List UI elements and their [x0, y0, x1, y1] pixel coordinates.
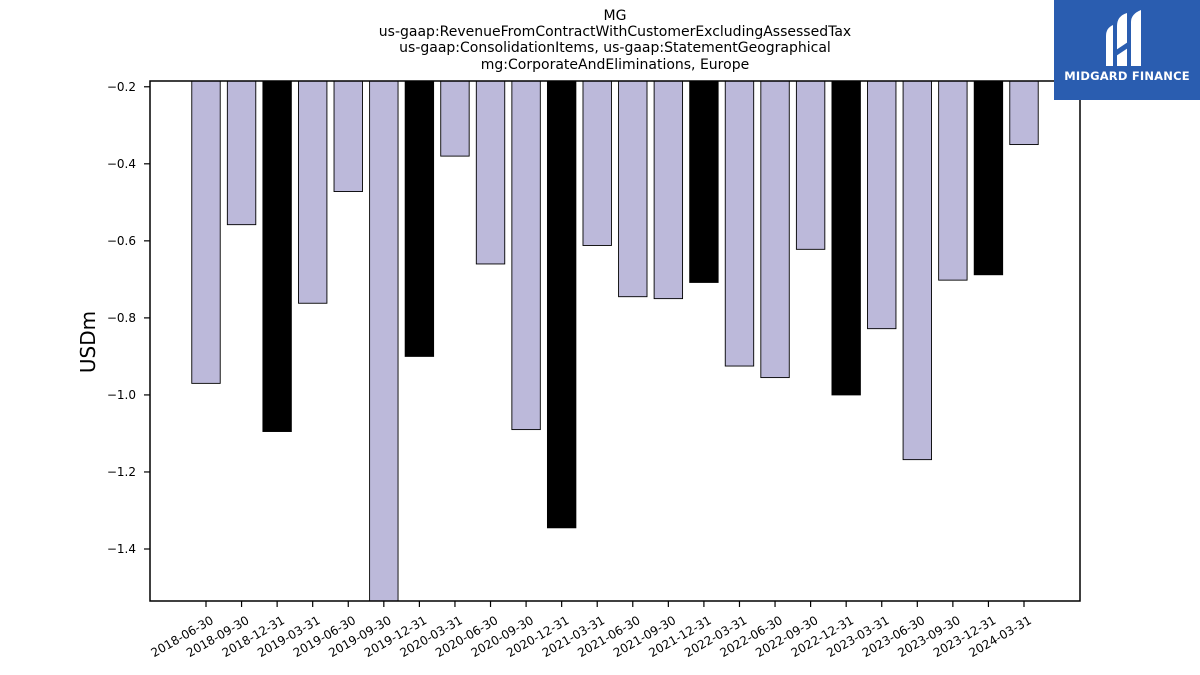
- bar-2020-03-31: [440, 80, 470, 157]
- bar-2019-09-30: [369, 80, 399, 602]
- bar-2023-09-30: [938, 80, 968, 281]
- logo-mark-icon: [1106, 10, 1141, 66]
- y-tick-label: −0.2: [107, 80, 136, 94]
- y-axis-label: USDm: [76, 311, 100, 373]
- bar-2019-03-31: [298, 80, 328, 304]
- bar-2022-03-31: [724, 80, 755, 367]
- logo-text: MIDGARD FINANCE: [1064, 69, 1190, 83]
- bar-2018-06-30: [191, 80, 221, 384]
- chart-title: MG us-gaap:RevenueFromContractWithCustom…: [379, 8, 851, 73]
- y-tick-label: −1.0: [107, 388, 136, 402]
- y-axis-ticks: −0.2 −0.4 −0.6 −0.8 −1.0 −1.2 −1.4: [107, 80, 150, 556]
- bar-2022-06-30: [760, 80, 790, 379]
- plot-frame: [149, 80, 1081, 602]
- bar-2020-09-30: [511, 80, 541, 431]
- bar-2018-12-31: [262, 80, 292, 432]
- y-tick-label: −0.6: [107, 234, 136, 248]
- y-tick-label: −1.2: [107, 465, 136, 479]
- bar-2022-09-30: [795, 80, 826, 250]
- y-tick-label: −0.4: [107, 157, 136, 171]
- bar-2024-03-31: [1009, 80, 1039, 146]
- bar-2021-12-31: [689, 80, 719, 283]
- bar-2020-12-31: [546, 80, 577, 529]
- bar-2021-03-31: [582, 80, 612, 246]
- bar-2018-09-30: [226, 80, 257, 226]
- bar-2023-06-30: [902, 80, 932, 461]
- bar-2020-06-30: [475, 80, 506, 265]
- y-tick-label: −1.4: [107, 542, 136, 556]
- y-tick-label: −0.8: [107, 311, 136, 325]
- title-line-3: us-gaap:ConsolidationItems, us-gaap:Stat…: [399, 40, 831, 56]
- bar-2023-12-31: [973, 80, 1004, 276]
- bars-group: [191, 80, 1039, 602]
- bar-2022-12-31: [831, 80, 861, 396]
- brand-logo: MIDGARD FINANCE: [1054, 0, 1200, 100]
- bar-2021-09-30: [653, 80, 684, 300]
- title-line-2: us-gaap:RevenueFromContractWithCustomerE…: [379, 24, 851, 40]
- bar-2019-06-30: [333, 80, 363, 193]
- bar-2023-03-31: [867, 80, 897, 330]
- bar-2021-06-30: [618, 80, 648, 298]
- title-line-1: MG: [604, 8, 627, 24]
- bar-2019-12-31: [404, 80, 435, 357]
- x-axis-ticks: 2018-06-302018-09-302018-12-312019-03-31…: [148, 601, 1034, 660]
- title-line-4: mg:CorporateAndEliminations, Europe: [481, 57, 749, 73]
